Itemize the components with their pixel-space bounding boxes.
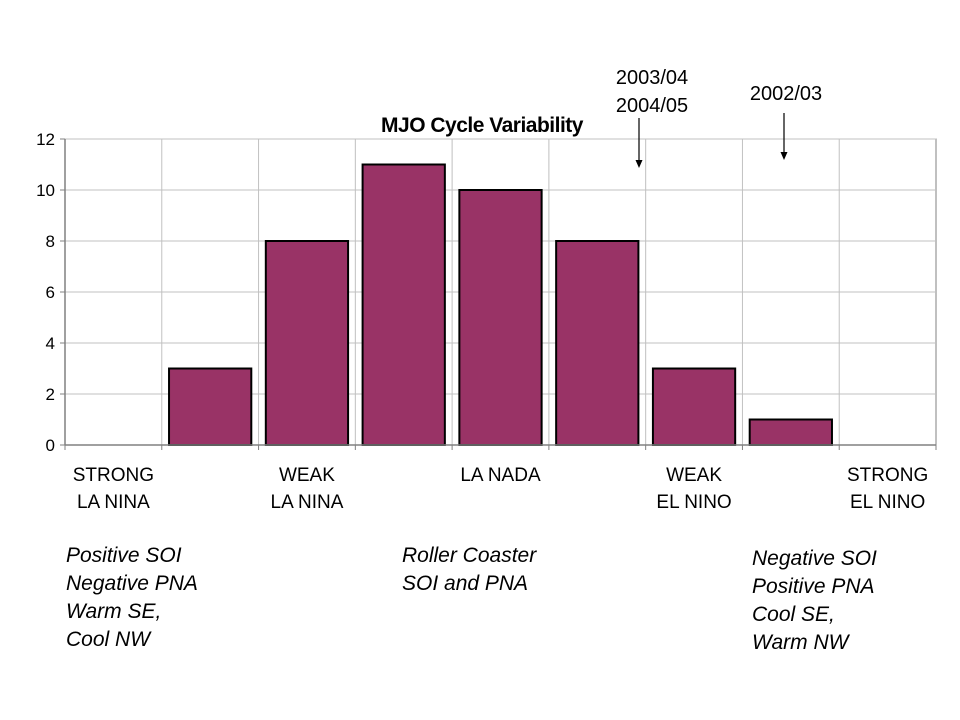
y-tick-label: 4 <box>46 334 55 353</box>
bar <box>651 367 737 446</box>
y-axis-ticks: 0 2 4 6 8 10 12 <box>36 130 65 455</box>
note-la-nada: Roller Coaster SOI and PNA <box>402 544 537 595</box>
x-group-label: LA NINA <box>271 492 344 513</box>
x-group-label: EL NINO <box>656 492 731 513</box>
x-group-label: LA NADA <box>460 465 541 486</box>
annotation-arrowhead <box>780 152 788 160</box>
annotation-arrowhead <box>635 160 643 168</box>
x-group-label: WEAK <box>666 465 722 486</box>
x-group-label: LA NINA <box>77 492 150 513</box>
annotation-2003-2005: 2003/04 2004/05 <box>616 67 688 168</box>
y-tick-label: 0 <box>46 436 55 455</box>
y-tick-label: 6 <box>46 283 55 302</box>
bar <box>458 189 543 446</box>
bar <box>555 240 640 446</box>
annotation-line: 2004/05 <box>616 95 688 117</box>
annotation-line: 2002/03 <box>750 83 822 105</box>
bar <box>264 240 350 446</box>
x-group-label: STRONG <box>73 465 154 486</box>
bars <box>64 139 936 446</box>
note-la-nina: Positive SOI Negative PNA Warm SE, Cool … <box>66 544 198 651</box>
x-group-label: STRONG <box>847 465 928 486</box>
y-tick-label: 8 <box>46 232 55 251</box>
bar <box>168 367 253 446</box>
y-tick-label: 10 <box>36 181 55 200</box>
chart-title: MJO Cycle Variability <box>381 114 584 137</box>
annotation-line: 2003/04 <box>616 67 688 89</box>
y-tick-label: 12 <box>36 130 55 149</box>
annotation-2002-03: 2002/03 <box>750 83 822 160</box>
note-el-nino: Negative SOI Positive PNA Cool SE, Warm … <box>752 547 877 654</box>
bar <box>748 418 833 446</box>
x-axis-labels: STRONG LA NINA WEAK LA NINA LA NADA WEAK EL NI… <box>64 445 937 513</box>
x-group-label: WEAK <box>279 465 335 486</box>
x-group-label: EL NINO <box>850 492 925 513</box>
bar <box>361 163 446 446</box>
y-tick-label: 2 <box>46 385 55 404</box>
